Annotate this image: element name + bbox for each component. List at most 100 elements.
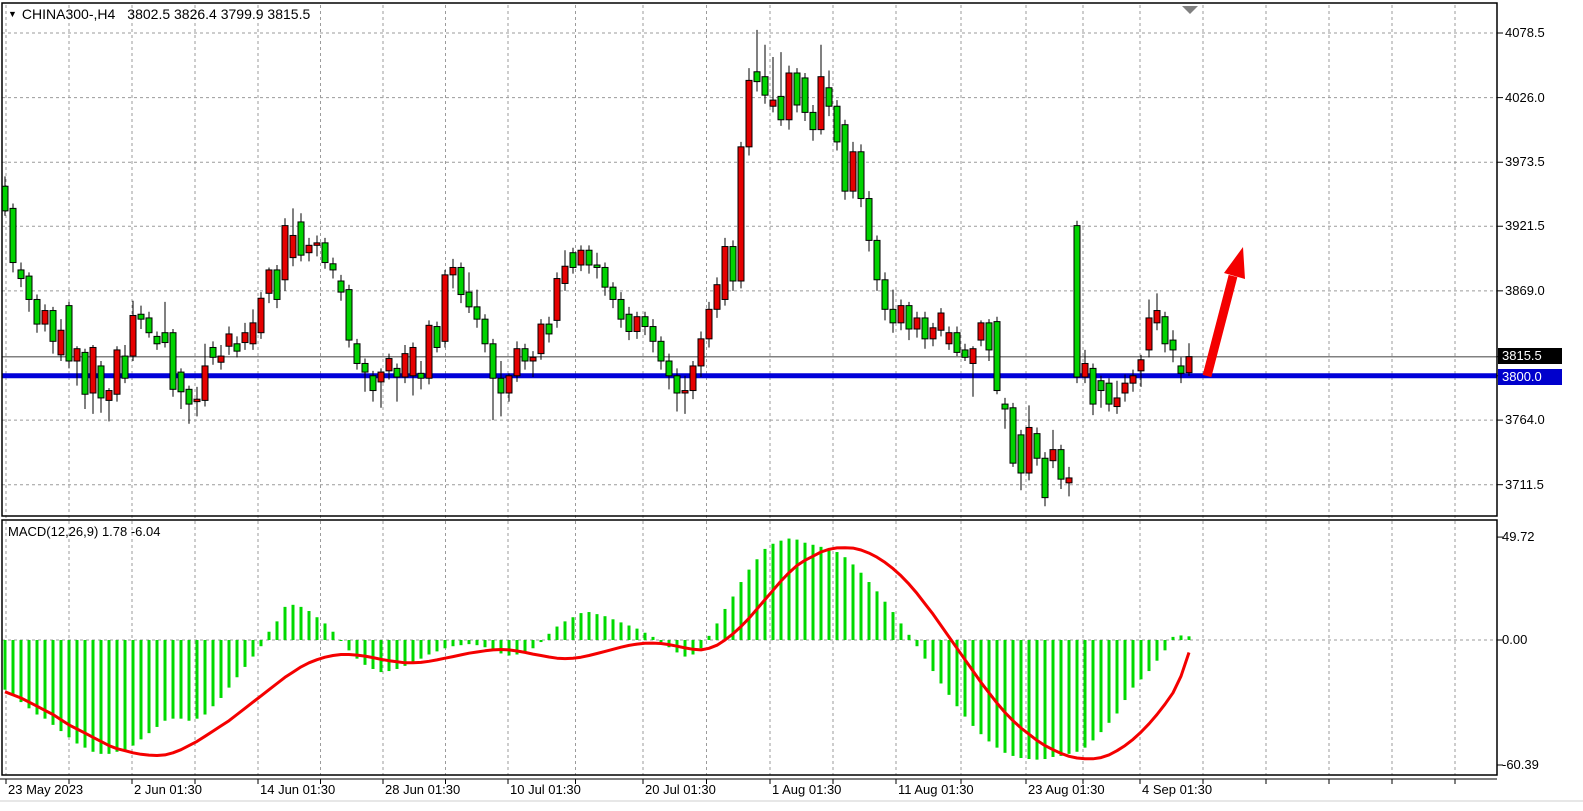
candle-body <box>17 269 25 280</box>
candle-body <box>1145 317 1153 351</box>
macd-histogram-bar <box>115 640 119 752</box>
macd-histogram-bar <box>1139 640 1143 680</box>
macd-histogram-bar <box>363 640 367 665</box>
trend-arrow-shaft[interactable] <box>1202 274 1238 378</box>
macd-histogram-bar <box>835 552 839 640</box>
candle-body <box>665 360 673 377</box>
macd-histogram-bar <box>459 640 463 646</box>
candle-body <box>769 99 777 107</box>
candle-body <box>985 322 993 351</box>
candle-body <box>457 266 465 296</box>
macd-histogram-bar <box>859 572 863 640</box>
macd-histogram-bar <box>587 612 591 640</box>
candle-body <box>1009 407 1017 464</box>
trend-arrow-head[interactable] <box>1224 247 1245 279</box>
macd-histogram-bar <box>347 640 351 651</box>
candle-body <box>729 246 737 282</box>
macd-histogram-bar <box>1083 640 1087 748</box>
macd-histogram-bar <box>899 623 903 640</box>
candle-body <box>745 79 753 148</box>
macd-histogram-bar <box>3 640 7 690</box>
candle-body <box>929 327 937 340</box>
macd-histogram-bar <box>699 640 703 649</box>
candle-body <box>777 95 785 121</box>
macd-histogram-bar <box>691 640 695 655</box>
indicator-panel-border <box>1 519 1498 776</box>
candle-body <box>689 365 697 392</box>
macd-histogram-bar <box>59 640 63 732</box>
macd-histogram-bar <box>163 640 167 721</box>
macd-histogram-bar <box>483 640 487 648</box>
candle-body <box>809 111 817 131</box>
symbol-period-label: CHINA300-,H4 <box>21 6 116 22</box>
candle-body <box>521 348 529 362</box>
candle-body <box>1113 397 1121 408</box>
macd-histogram-bar <box>91 640 95 752</box>
macd-tick-label: -60.39 <box>1502 757 1539 772</box>
candle-body <box>593 264 601 268</box>
candle-body <box>633 316 641 332</box>
macd-histogram-bar <box>875 591 879 640</box>
candle-body <box>913 317 921 330</box>
candle-body <box>257 297 265 334</box>
macd-histogram-bar <box>99 640 103 754</box>
candle-body <box>737 146 745 282</box>
macd-histogram-bar <box>883 601 887 640</box>
candle-body <box>945 332 953 345</box>
candle-body <box>265 269 273 294</box>
macd-histogram-bar <box>1107 640 1111 723</box>
macd-histogram-bar <box>379 640 383 673</box>
macd-histogram-bar <box>67 640 71 738</box>
macd-histogram-bar <box>331 631 335 640</box>
macd-histogram-bar <box>147 640 151 734</box>
candle-body <box>153 335 161 345</box>
candle-body <box>1185 356 1193 374</box>
macd-histogram-bar <box>371 640 375 669</box>
candle-body <box>817 76 825 131</box>
macd-histogram-bar <box>1011 640 1015 756</box>
candle-body <box>497 377 505 394</box>
macd-histogram-bar <box>1171 636 1175 640</box>
candle-body <box>1081 362 1089 378</box>
symbol-collapse-icon[interactable]: ▼ <box>8 9 17 19</box>
macd-histogram-bar <box>787 538 791 640</box>
candle-body <box>1105 382 1113 405</box>
candle-body <box>177 371 185 393</box>
macd-histogram-bar <box>1019 640 1023 758</box>
macd-histogram-bar <box>803 542 807 640</box>
macd-histogram-bar <box>571 617 575 640</box>
macd-histogram-bar <box>283 606 287 640</box>
candle-body <box>369 375 377 392</box>
macd-histogram-bar <box>955 640 959 707</box>
macd-histogram-bar <box>107 640 111 754</box>
chart-shift-marker-icon[interactable] <box>1182 6 1198 14</box>
candle-body <box>921 317 929 340</box>
candle-body <box>41 310 49 325</box>
macd-histogram-bar <box>643 632 647 640</box>
macd-histogram-bar <box>515 640 519 655</box>
candle-body <box>97 365 105 399</box>
price-tick-label: 3921.5 <box>1505 218 1545 234</box>
candle-body <box>201 365 209 401</box>
time-tick-label: 11 Aug 01:30 <box>898 782 974 797</box>
candle-body <box>337 280 345 293</box>
candle-body <box>609 286 617 300</box>
candle-body <box>441 274 449 342</box>
macd-histogram-bar <box>1051 640 1055 757</box>
macd-histogram-bar <box>979 640 983 735</box>
price-tick-label: 3973.5 <box>1505 154 1545 170</box>
candle-body <box>1073 225 1081 378</box>
candle-body <box>1129 375 1137 384</box>
candle-body <box>1033 433 1041 459</box>
macd-histogram-bar <box>891 612 895 640</box>
macd-histogram-bar <box>907 634 911 640</box>
macd-histogram-bar <box>811 544 815 640</box>
candle-body <box>1025 426 1033 474</box>
candle-body <box>361 362 369 373</box>
indicator-label: MACD(12,26,9) 1.78 -6.04 <box>8 524 160 539</box>
candle-body <box>553 278 561 321</box>
macd-histogram-bar <box>971 640 975 726</box>
candle-body <box>649 326 657 342</box>
macd-histogram-bar <box>259 640 263 647</box>
